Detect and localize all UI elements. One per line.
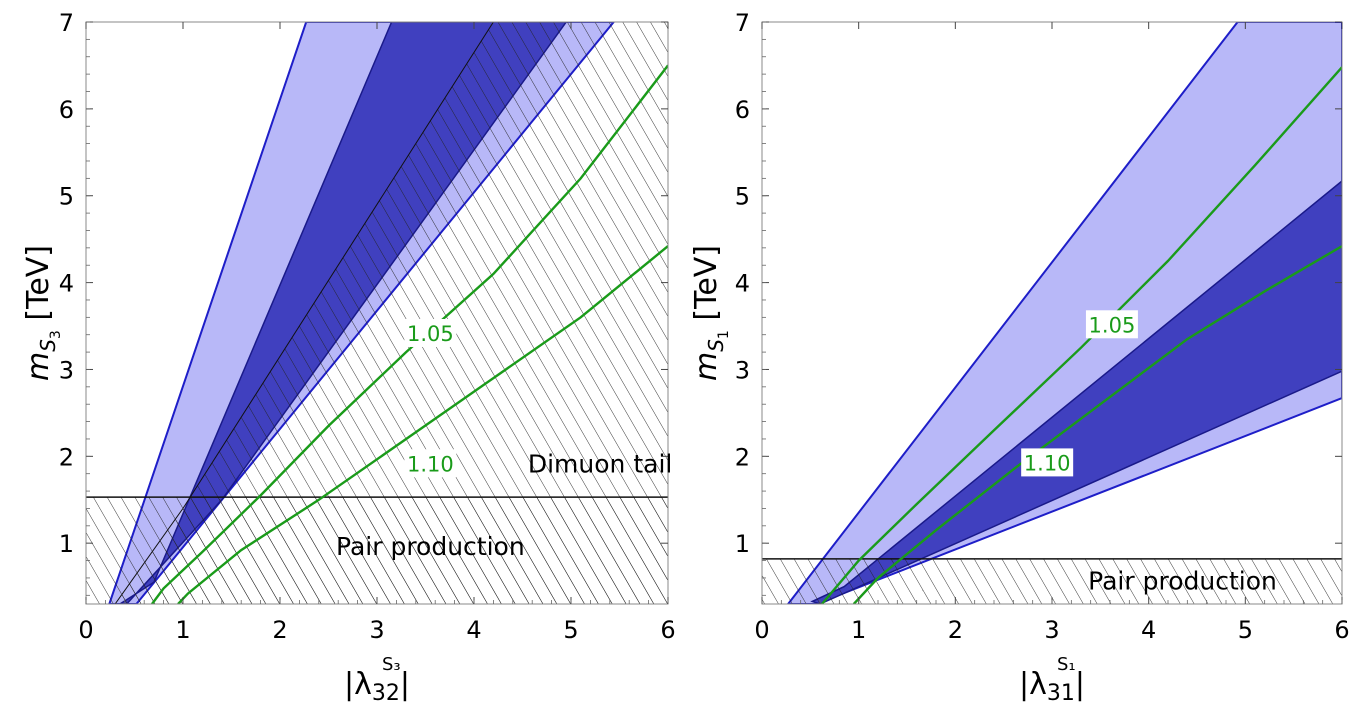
contour-label: 1.10 <box>1024 451 1071 475</box>
x-tick-label: 6 <box>1334 616 1349 644</box>
y-axis-label-right-unit: [TeV] <box>689 245 724 321</box>
x-axis-label-right: |λ31| <box>1019 667 1085 704</box>
contour-label: 1.10 <box>407 452 454 476</box>
y-tick-label: 5 <box>59 183 74 211</box>
contour-1-05 <box>820 66 1342 604</box>
y-tick-label: 6 <box>735 96 750 124</box>
y-tick-label: 2 <box>735 443 750 471</box>
y-axis-label-left: mS3 [TeV] <box>21 245 64 381</box>
y-tick-label: 4 <box>735 270 750 298</box>
x-tick-label: 3 <box>1044 616 1059 644</box>
ticks-left: 0 1 2 3 4 5 6 1 2 3 4 5 6 7 <box>59 9 676 644</box>
regions-right <box>762 22 1342 604</box>
y-tick-label: 1 <box>59 530 74 558</box>
y-tick-label: 3 <box>735 356 750 384</box>
annotations-left: 1.05 1.10 Dimuon tail Pair production <box>336 318 673 561</box>
x-tick-label: 4 <box>466 616 481 644</box>
x-axis-label-left-base: |λ <box>344 667 372 702</box>
x-tick-label: 0 <box>78 616 93 644</box>
x-axis-label-right-sup: S₁ <box>1057 654 1076 675</box>
hatched-region-pair-production <box>86 497 668 604</box>
region-annotation: Pair production <box>1088 567 1277 596</box>
y-axis-label-right-subsub: 1 <box>716 330 732 339</box>
svg-text:mS1 [TeV]: mS1 [TeV] <box>689 245 732 381</box>
regions-left <box>86 22 668 604</box>
x-tick-label: 2 <box>948 616 963 644</box>
contours-right <box>820 66 1342 604</box>
contours-left <box>151 64 668 604</box>
y-axis-label-left-unit: [TeV] <box>21 245 56 321</box>
y-tick-label: 5 <box>735 183 750 211</box>
y-axis-label-right-base: m <box>689 352 724 381</box>
y-tick-label: 7 <box>59 9 74 37</box>
x-tick-label: 6 <box>660 616 675 644</box>
band-2sigma <box>786 22 1342 604</box>
x-axis-label-right-sub: 31 <box>1047 681 1075 704</box>
y-axis-label-left-sub: S <box>36 339 60 352</box>
y-tick-label: 3 <box>59 356 74 384</box>
hatched-region-pair-production <box>762 558 1342 604</box>
x-tick-label: 1 <box>175 616 190 644</box>
y-tick-label: 1 <box>735 530 750 558</box>
contour-label: 1.05 <box>407 322 454 346</box>
contour-label-box <box>404 318 457 347</box>
region-annotation: Pair production <box>336 532 525 561</box>
y-axis-label-right: mS1 [TeV] <box>689 245 732 381</box>
contour-label-box <box>1021 448 1074 477</box>
x-tick-label: 4 <box>1141 616 1156 644</box>
x-axis-label-left-sup: S₃ <box>382 654 401 675</box>
y-tick-label: 4 <box>59 270 74 298</box>
x-tick-label: 5 <box>1238 616 1253 644</box>
x-axis-label-left: |λ32| <box>344 667 410 704</box>
x-tick-label: 2 <box>272 616 287 644</box>
svg-text:mS3 [TeV]: mS3 [TeV] <box>21 245 64 381</box>
contour-label-box <box>1085 310 1138 339</box>
y-tick-label: 2 <box>59 443 74 471</box>
x-axis-label-right-base: |λ <box>1019 667 1047 702</box>
y-tick-label: 7 <box>735 9 750 37</box>
y-axis-label-left-subsub: 3 <box>48 330 64 339</box>
contour-1-10 <box>177 245 668 604</box>
x-tick-label: 0 <box>754 616 769 644</box>
region-annotation: Dimuon tail <box>528 449 673 478</box>
ticks-right: 0 1 2 3 4 5 6 1 2 3 4 5 6 7 <box>735 9 1350 644</box>
y-axis-label-left-base: m <box>21 352 56 381</box>
x-axis-label-right-close: | <box>1075 667 1085 702</box>
y-axis-label-right-sub: S <box>704 339 728 352</box>
contour-label-box <box>404 449 457 478</box>
panel-right: 0 1 2 3 4 5 6 1 2 3 4 5 6 7 1.05 1.10 Pair production |… <box>689 9 1350 704</box>
x-axis-label-left-sub: 32 <box>372 681 400 704</box>
x-tick-label: 1 <box>851 616 866 644</box>
annotations-right: 1.05 1.10 Pair production <box>1021 310 1277 596</box>
x-tick-label: 3 <box>369 616 384 644</box>
x-axis-label-left-close: | <box>400 667 410 702</box>
contour-1-05 <box>151 64 668 604</box>
contour-1-10 <box>852 245 1342 604</box>
panel-left: 0 1 2 3 4 5 6 1 2 3 4 5 6 7 1.05 1.10 Dimuon tail Pair p… <box>21 9 676 704</box>
y-tick-label: 6 <box>59 96 74 124</box>
x-tick-label: 5 <box>563 616 578 644</box>
contour-label: 1.05 <box>1089 313 1136 337</box>
